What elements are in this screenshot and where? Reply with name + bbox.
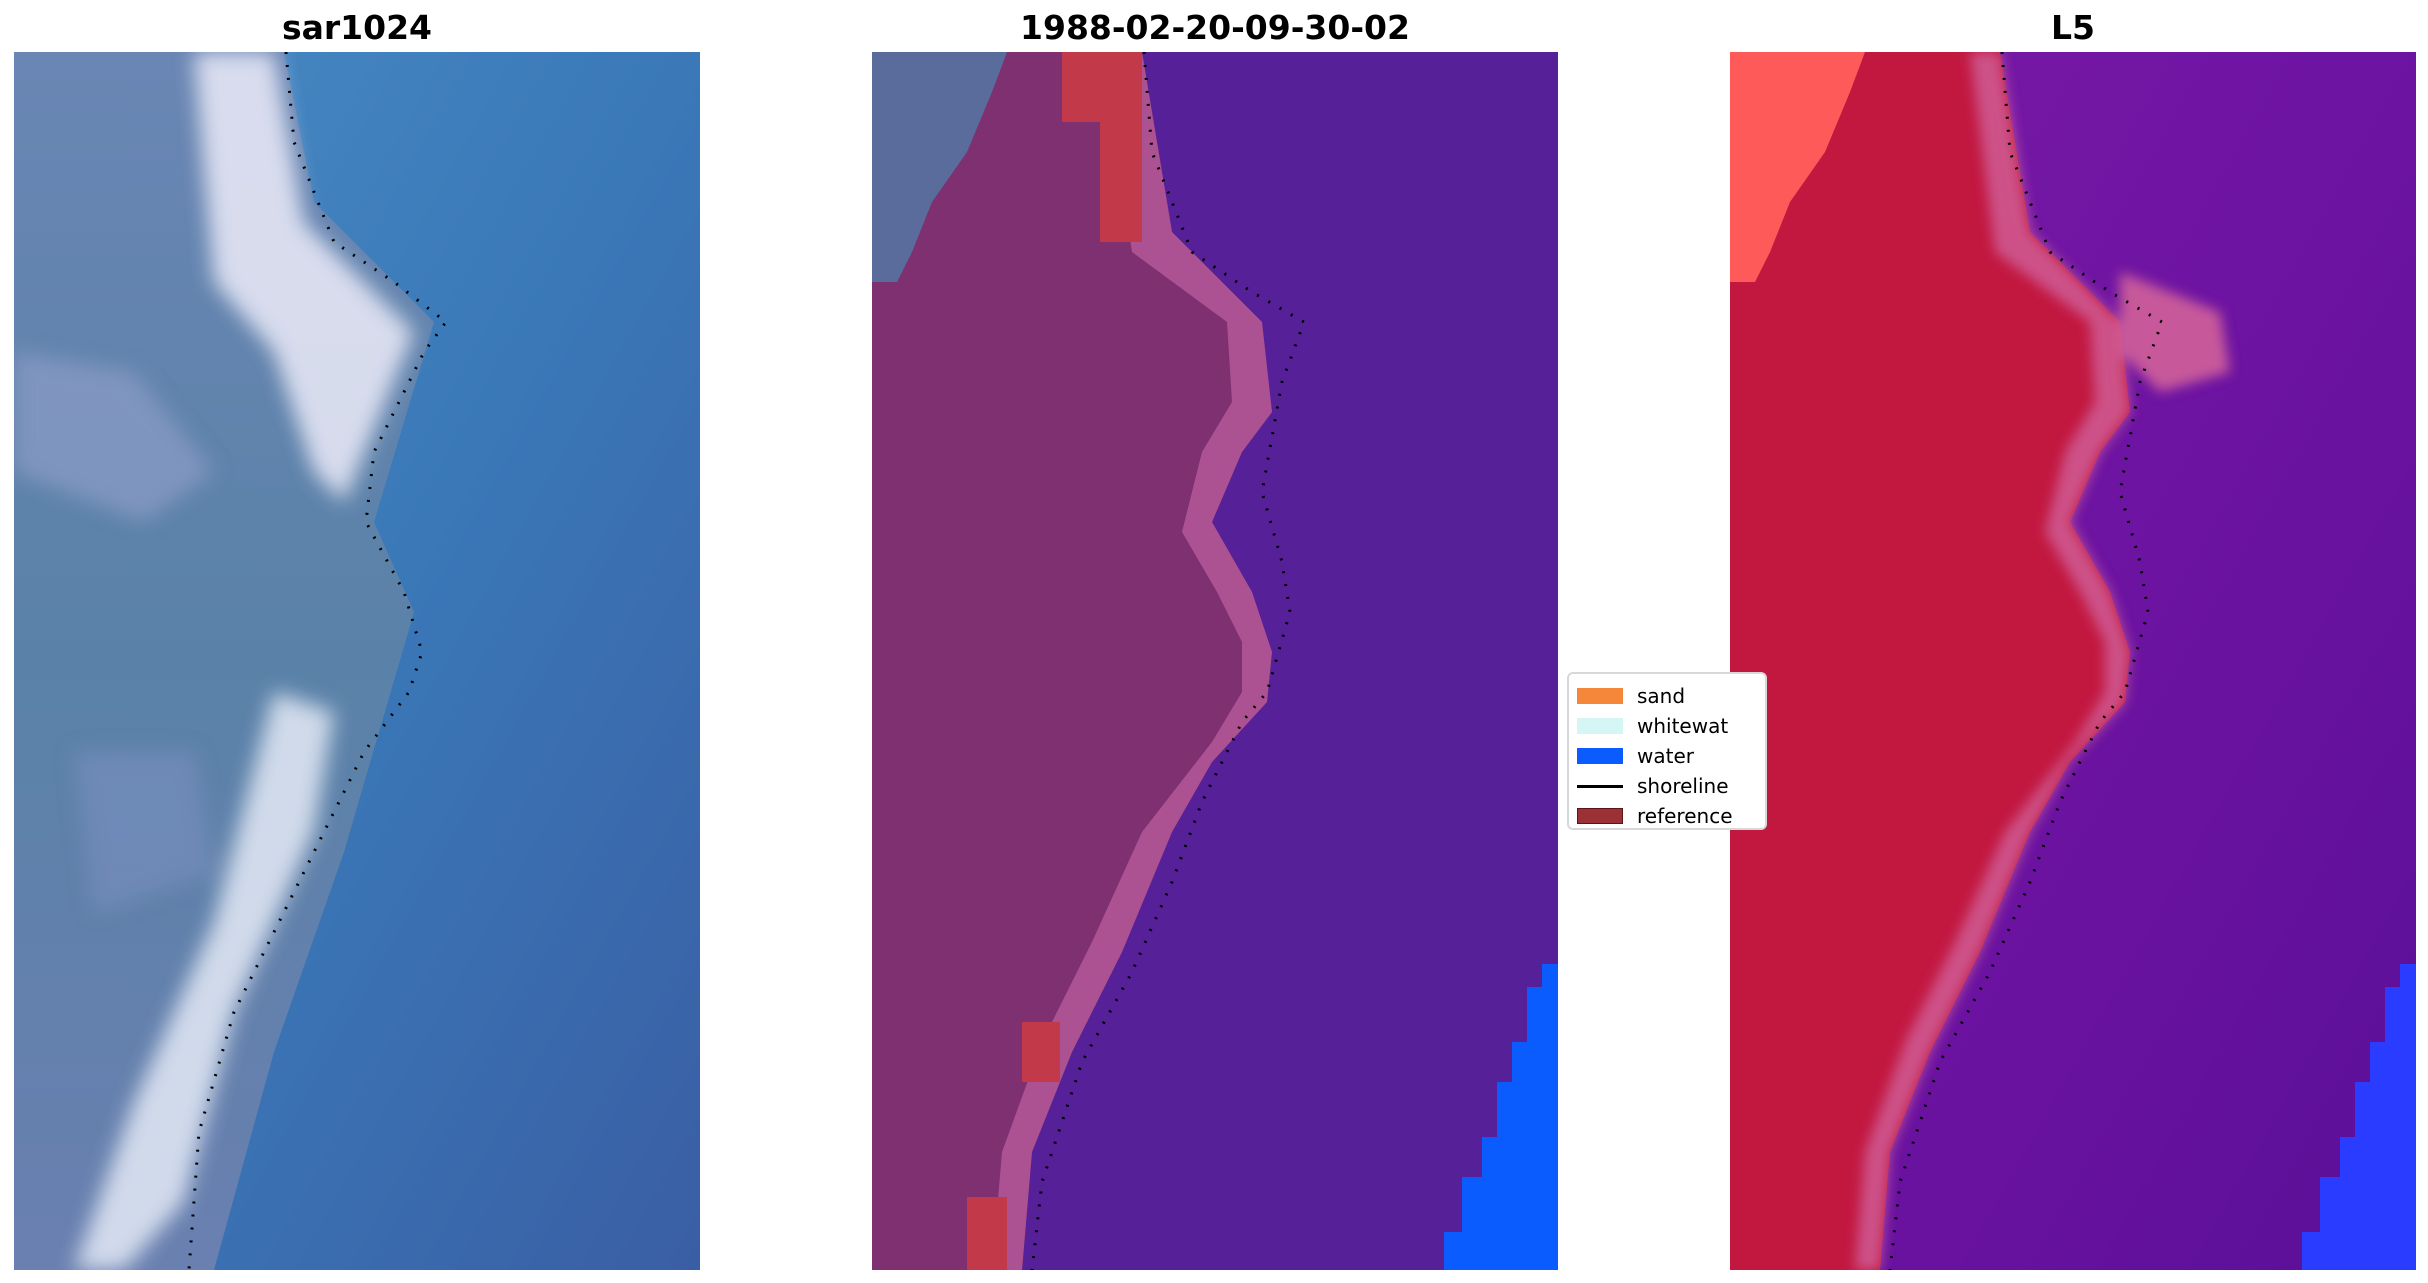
l5-image [1730,52,2416,1270]
legend-label-reference: reference [1637,804,1733,828]
l5-blue-water [2302,964,2416,1270]
sar-image-panel [14,52,700,1270]
legend-item-reference: reference [1577,804,1733,828]
l5-land-area [1730,52,2130,1270]
shoreline [187,52,449,1270]
legend: sand whitewat water shoreline reference [1567,672,1767,830]
panel-title-l5: L5 [2051,8,2095,47]
class-edge-band [992,52,1272,1270]
panel-title-sar: sar1024 [281,8,433,47]
legend-item-shoreline: shoreline [1577,774,1729,798]
l5-image-panel [1730,52,2416,1270]
shoreline-line-sample [1577,784,1623,788]
legend-label-water: water [1637,744,1694,768]
water-swatch [1577,748,1623,764]
classification-panel [872,52,1558,1270]
legend-label-whitewater: whitewat [1637,714,1729,738]
whitewater-swatch [1577,718,1623,734]
reference-top-2 [1100,122,1142,242]
sar-image [14,52,700,1270]
reference-mid [1022,1022,1060,1082]
reference-swatch [1577,808,1623,824]
class-topleft-area [872,52,1007,282]
sand-swatch [1577,688,1623,704]
legend-item-water: water [1577,744,1694,768]
class-blue-water [1444,964,1558,1270]
legend-item-whitewater: whitewat [1577,714,1728,738]
legend-label-sand: sand [1637,684,1686,708]
l5-topleft-area [1730,52,1865,282]
sar-whitewater-band [14,52,414,1270]
reference-bottom [967,1197,1007,1270]
legend-label-shoreline: shoreline [1637,774,1729,798]
l5-edge-band [1855,52,2230,1270]
legend-item-sand: sand [1577,684,1685,708]
reference-top [1062,52,1142,122]
class-land-area [872,52,1272,1270]
classification-image [872,52,1558,1270]
panel-title-date: 1988-02-20-09-30-02 [1020,8,1410,47]
